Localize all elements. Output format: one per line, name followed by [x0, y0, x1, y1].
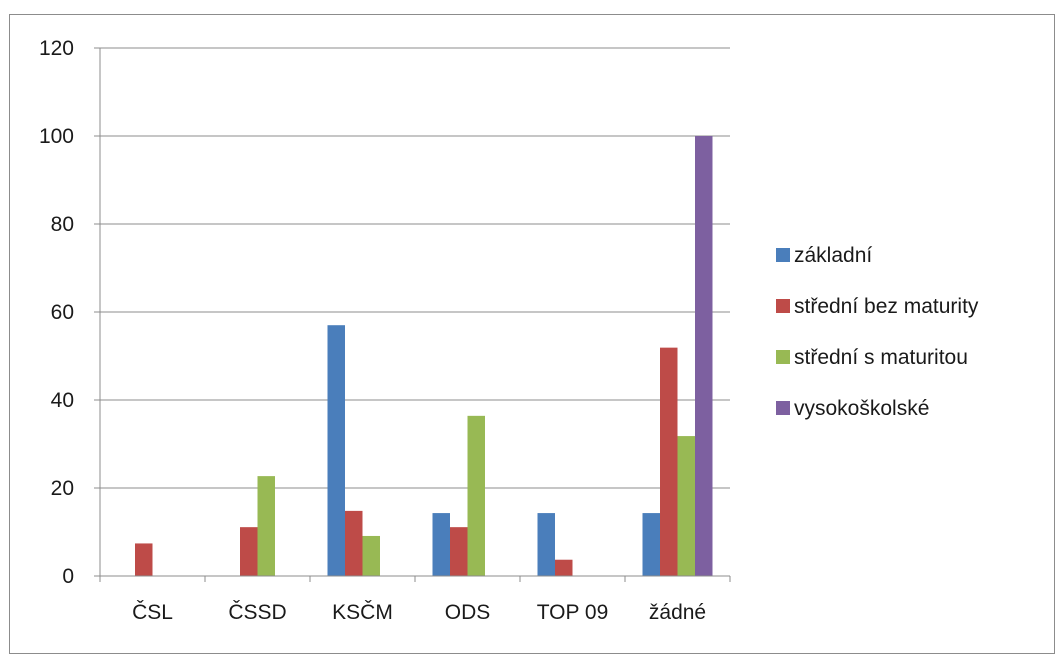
- gridlines: [100, 47, 730, 489]
- bar-3-2: [467, 415, 485, 576]
- x-tick-label: KSČM: [332, 601, 393, 624]
- bar-5-3: [695, 136, 713, 576]
- bar-0-1: [135, 543, 153, 576]
- chart-frame: [9, 14, 1055, 654]
- y-tick-label: 40: [51, 389, 74, 412]
- bar-chart: 0 20 40 60 80 100 120 ČSL ČSSD KSČM ODS TOP 09 žádn…: [39, 37, 979, 624]
- x-tick-label: TOP 09: [537, 601, 609, 624]
- y-tick-label: 100: [39, 125, 74, 148]
- y-tick-label: 0: [62, 565, 74, 588]
- legend-label: vysokoškolské: [794, 397, 929, 420]
- x-tick-label: ČSL: [132, 601, 173, 624]
- bar-5-0: [642, 513, 660, 576]
- bars: [135, 136, 713, 576]
- bar-5-1: [660, 347, 678, 576]
- y-tick-label: 60: [51, 301, 74, 324]
- x-tick-label: ODS: [445, 601, 491, 624]
- bar-3-0: [432, 513, 450, 576]
- bar-1-1: [240, 527, 258, 576]
- y-axis-ticks: 0 20 40 60 80 100 120: [39, 37, 100, 588]
- legend-swatch: [776, 248, 790, 262]
- legend: základní střední bez maturity střední s ma…: [776, 244, 979, 420]
- y-tick-label: 20: [51, 477, 74, 500]
- y-tick-label: 80: [51, 213, 74, 236]
- bar-4-0: [537, 513, 555, 576]
- x-tick-label: ČSSD: [228, 601, 286, 624]
- y-tick-label: 120: [39, 37, 74, 60]
- bar-5-2: [677, 436, 695, 576]
- bar-2-1: [345, 510, 363, 576]
- legend-swatch: [776, 350, 790, 364]
- bar-3-1: [450, 527, 468, 576]
- bar-1-2: [257, 476, 275, 576]
- bar-2-0: [327, 325, 345, 576]
- bar-4-1: [555, 559, 573, 576]
- x-axis-ticks: ČSL ČSSD KSČM ODS TOP 09 žádné: [99, 576, 731, 624]
- legend-swatch: [776, 299, 790, 313]
- legend-label: základní: [794, 244, 872, 267]
- legend-swatch: [776, 401, 790, 415]
- legend-label: střední s maturitou: [794, 346, 968, 369]
- legend-label: střední bez maturity: [794, 295, 979, 318]
- bar-2-2: [362, 535, 380, 576]
- x-tick-label: žádné: [649, 601, 706, 624]
